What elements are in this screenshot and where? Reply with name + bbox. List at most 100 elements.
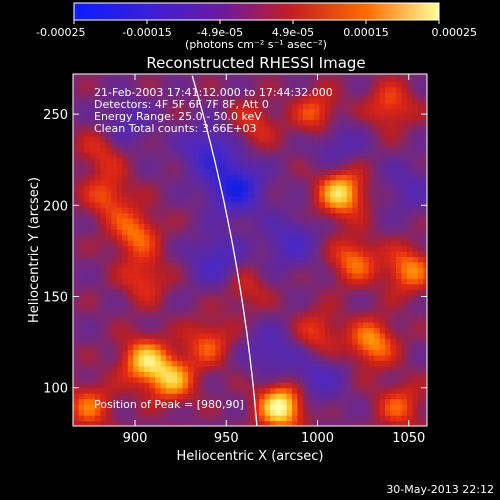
heatmap-cell — [324, 174, 331, 181]
heatmap-cell — [390, 130, 397, 137]
heatmap-cell — [231, 289, 238, 296]
heatmap-cell — [253, 152, 260, 159]
heatmap-cell — [423, 218, 427, 225]
heatmap-cell — [204, 103, 211, 110]
heatmap-cell — [193, 332, 200, 340]
heatmap-cell — [297, 201, 304, 208]
heatmap-cell — [368, 398, 375, 405]
heatmap-cell — [259, 174, 266, 181]
heatmap-cell — [127, 338, 134, 345]
heatmap-cell — [346, 371, 353, 378]
heatmap-cell — [166, 119, 173, 126]
heatmap-cell — [242, 108, 249, 115]
heatmap-cell — [313, 229, 320, 236]
heatmap-cell — [144, 322, 151, 329]
heatmap-cell — [215, 146, 222, 154]
heatmap-cell — [242, 152, 249, 159]
heatmap-cell — [270, 125, 277, 132]
heatmap-cell — [270, 365, 277, 372]
heatmap-cell — [330, 168, 337, 175]
heatmap-cell — [177, 278, 184, 285]
heatmap-cell — [226, 152, 233, 159]
heatmap-cell — [385, 74, 392, 77]
heatmap-cell — [149, 130, 156, 137]
heatmap-cell — [308, 174, 315, 181]
heatmap-cell — [204, 179, 211, 186]
heatmap-cell — [352, 393, 359, 400]
heatmap-cell — [187, 371, 195, 378]
heatmap-cell — [352, 283, 359, 290]
heatmap-cell — [242, 376, 249, 383]
heatmap-cell — [89, 179, 96, 186]
heatmap-cell — [193, 376, 200, 383]
heatmap-cell — [357, 212, 364, 219]
heatmap-cell — [182, 130, 189, 137]
heatmap-cell — [264, 387, 271, 394]
heatmap-cell — [423, 332, 427, 340]
heatmap-cell — [116, 75, 123, 82]
heatmap-cell — [395, 218, 403, 225]
heatmap-cell — [264, 278, 271, 285]
heatmap-cell — [379, 398, 386, 405]
heatmap-cell — [182, 75, 189, 82]
heatmap-cell — [133, 305, 140, 312]
heatmap-cell — [275, 92, 282, 99]
y-tick-label: 150 — [43, 291, 68, 306]
heatmap-cell — [406, 229, 413, 236]
heatmap-cell — [237, 185, 244, 192]
heatmap-cell — [138, 371, 145, 378]
heatmap-cell — [385, 354, 392, 361]
heatmap-cell — [160, 300, 167, 307]
heatmap-cell — [379, 409, 386, 416]
heatmap-cell — [335, 239, 342, 247]
heatmap-cell — [385, 393, 392, 400]
heatmap-cell — [330, 163, 337, 170]
heatmap-cell — [374, 218, 381, 225]
heatmap-cell — [215, 409, 222, 416]
heatmap-cell — [259, 103, 266, 110]
heatmap-cell — [390, 190, 397, 197]
heatmap-cell — [374, 404, 381, 411]
heatmap-cell — [160, 393, 167, 400]
heatmap-cell — [144, 130, 151, 137]
heatmap-cell — [281, 371, 288, 378]
heatmap-cell — [385, 415, 392, 422]
heatmap-cell — [78, 179, 85, 186]
heatmap-cell — [73, 130, 80, 137]
heatmap-cell — [297, 261, 304, 268]
heatmap-cell — [198, 157, 205, 164]
heatmap-cell — [204, 136, 211, 143]
heatmap-cell — [412, 360, 419, 367]
heatmap-cell — [302, 267, 309, 274]
heatmap-cell — [291, 163, 299, 170]
heatmap-cell — [144, 261, 151, 268]
heatmap-cell — [133, 387, 140, 394]
heatmap-cell — [259, 97, 266, 104]
heatmap-cell — [319, 382, 326, 389]
heatmap-cell — [83, 283, 91, 290]
heatmap-cell — [286, 201, 293, 208]
heatmap-cell — [357, 234, 364, 241]
heatmap-cell — [406, 278, 413, 285]
heatmap-cell — [89, 387, 96, 394]
heatmap-cell — [302, 376, 309, 383]
heatmap-cell — [390, 322, 397, 329]
heatmap-cell — [297, 114, 304, 121]
heatmap-cell — [308, 218, 315, 225]
heatmap-cell — [177, 343, 184, 350]
heatmap-cell — [335, 311, 342, 318]
heatmap-cell — [395, 234, 403, 241]
heatmap-cell — [270, 239, 277, 247]
heatmap-cell — [335, 398, 342, 405]
heatmap-cell — [313, 354, 320, 361]
heatmap-cell — [198, 125, 205, 132]
heatmap-cell — [281, 300, 288, 307]
heatmap-cell — [401, 185, 408, 192]
heatmap-cell — [253, 229, 260, 236]
heatmap-cell — [89, 349, 96, 356]
heatmap-cell — [324, 360, 331, 367]
heatmap-cell — [313, 218, 320, 225]
heatmap-cell — [160, 316, 167, 323]
heatmap-cell — [242, 136, 249, 143]
heatmap-cell — [220, 146, 227, 154]
